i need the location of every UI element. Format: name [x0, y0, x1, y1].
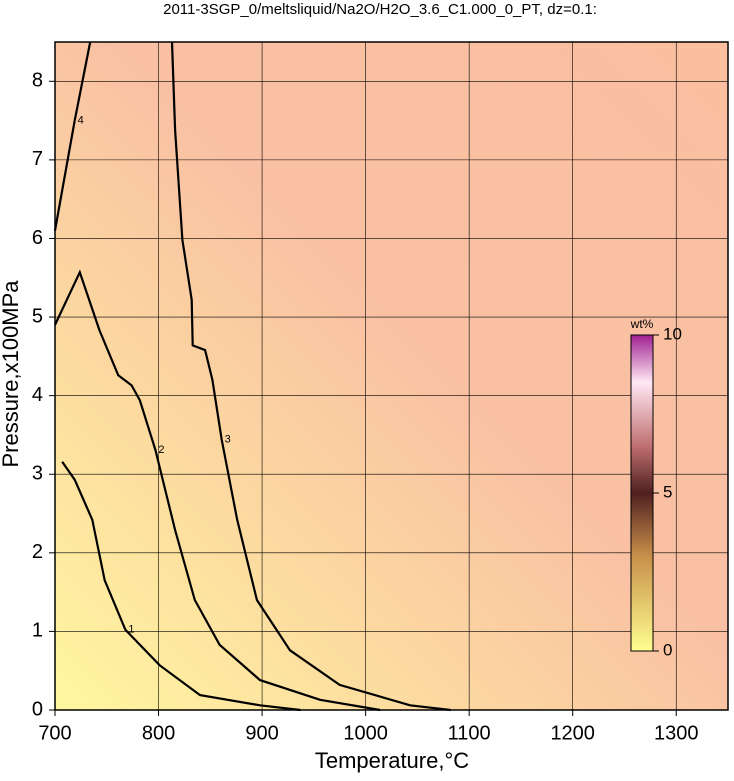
x-tick-label: 900 [245, 722, 278, 744]
y-tick-label: 2 [32, 541, 43, 563]
contour-label: 4 [78, 114, 84, 126]
x-tick-label: 1300 [654, 722, 699, 744]
y-tick-label: 4 [32, 384, 43, 406]
plot-background [55, 42, 728, 710]
colorbar-label: wt% [630, 317, 654, 331]
x-tick-label: 800 [142, 722, 175, 744]
x-tick-label: 1100 [448, 722, 491, 744]
y-tick-label: 8 [32, 70, 43, 92]
x-tick-label: 700 [38, 722, 71, 744]
y-tick-label: 6 [32, 227, 43, 249]
colorbar-tick-label: 5 [663, 482, 672, 501]
contour-line [170, 41, 451, 712]
x-tick-label: 1200 [550, 722, 595, 744]
y-tick-label: 0 [32, 698, 43, 720]
colorbar-tick-label: 10 [663, 324, 682, 343]
x-tick-label: 1000 [343, 722, 388, 744]
contour-line [54, 269, 381, 712]
contour-line [53, 41, 92, 231]
y-axis-label: Pressure,x100MPa [0, 280, 23, 468]
y-tick-label: 1 [32, 620, 43, 642]
y-tick-label: 3 [32, 463, 43, 485]
y-tick-label: 5 [32, 305, 43, 327]
plot-frame [54, 41, 729, 711]
contour-label: 1 [128, 624, 134, 636]
chart-title: 2011-3SGP_0/meltsliquid/Na2O/H2O_3.6_C1.… [163, 1, 597, 18]
colorbar-tick-label: 0 [663, 640, 672, 659]
y-tick-label: 7 [32, 148, 43, 170]
x-axis-label: Temperature,°C [315, 748, 469, 773]
contour-label: 2 [158, 444, 164, 456]
contour-label: 3 [225, 434, 231, 446]
colorbar [630, 334, 654, 652]
contour-line [61, 461, 301, 712]
